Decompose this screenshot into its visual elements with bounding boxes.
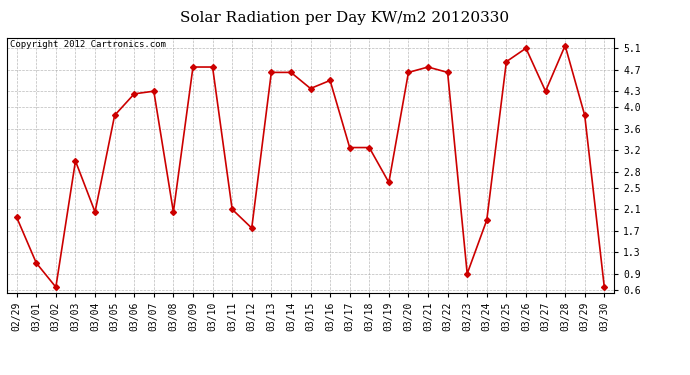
Text: Copyright 2012 Cartronics.com: Copyright 2012 Cartronics.com — [10, 40, 166, 49]
Text: Solar Radiation per Day KW/m2 20120330: Solar Radiation per Day KW/m2 20120330 — [181, 11, 509, 25]
